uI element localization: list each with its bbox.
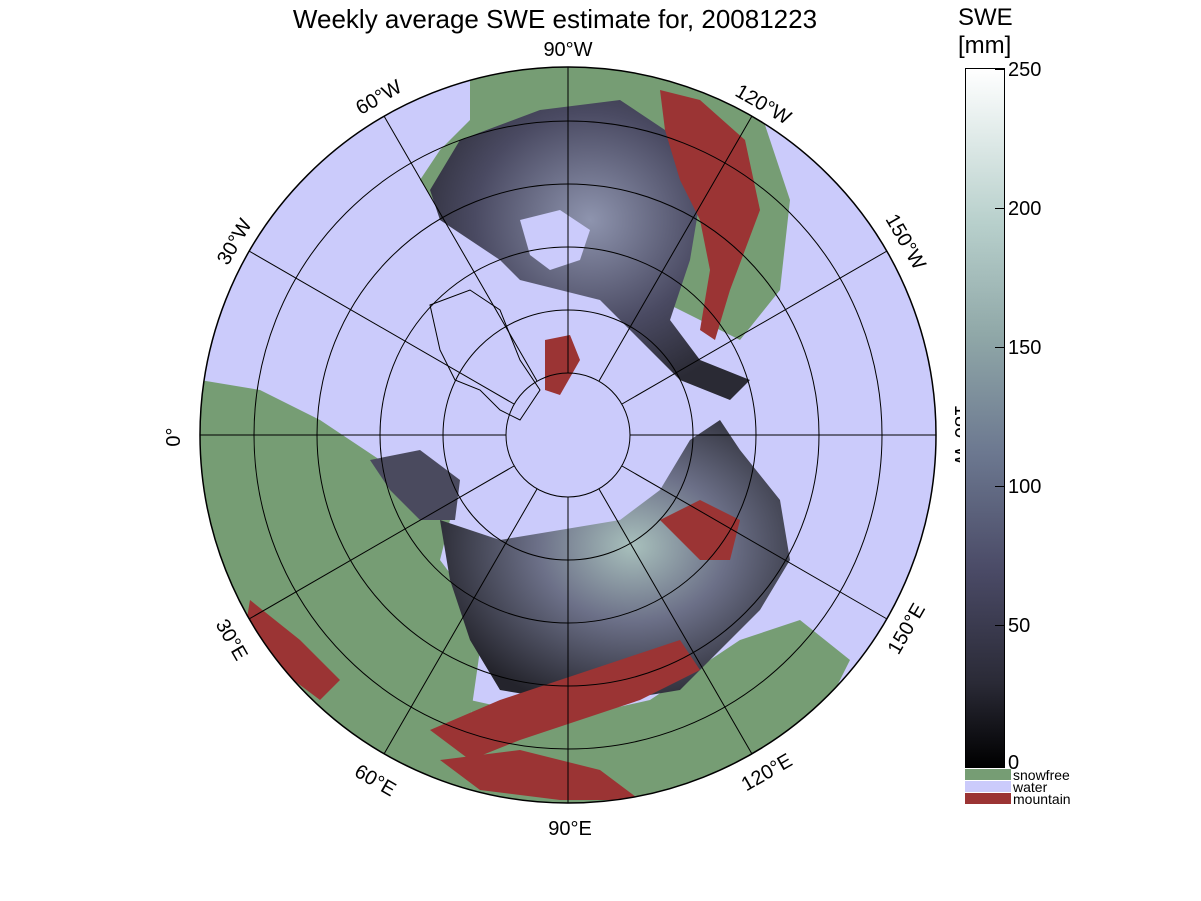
colorbar-tick-150: 150 — [1008, 337, 1042, 359]
ellesmere-mountain — [545, 335, 580, 395]
colorbar-tickmark — [995, 69, 1005, 70]
colorbar-title: SWE [mm] — [958, 4, 1013, 60]
map-boundary — [199, 66, 937, 804]
chart-title: Weekly average SWE estimate for, 2008122… — [292, 4, 818, 34]
legend-label-mountain: mountain — [1013, 791, 1071, 807]
colorbar-label-unit: [mm] — [958, 32, 1012, 59]
scandinavia-snow — [370, 450, 460, 520]
eurasia-snow — [440, 420, 790, 700]
label-90w: 90°W — [543, 39, 592, 61]
legend-swatch-mountain — [965, 793, 1011, 804]
colorbar-tickmark — [995, 347, 1005, 348]
label-180w: 180°W — [950, 405, 960, 465]
himalaya-mountain — [440, 750, 640, 800]
central-asia-mountain — [430, 640, 700, 760]
legend-swatch-water — [965, 781, 1011, 792]
polar-swe-map: 90°W 120°W 150°W 180°W 150°E 120°E 90°E … — [163, 39, 960, 840]
colorbar-tickmark — [995, 486, 1005, 487]
legend-label-water: water — [1013, 779, 1048, 795]
label-0: 0° — [163, 427, 185, 446]
colorbar-label-swe: SWE — [958, 4, 1013, 31]
colorbar-tick-0: 0 — [1008, 752, 1020, 774]
rockies-mountain — [660, 90, 760, 340]
colorbar-tick-250: 250 — [1008, 59, 1042, 81]
colorbar-tick-200: 200 — [1008, 198, 1042, 220]
colorbar-tick-50: 50 — [1008, 615, 1031, 637]
meridians — [200, 67, 936, 803]
colorbar-tickmark — [995, 208, 1005, 209]
label-30e: 30°E — [211, 616, 252, 665]
north-america-snow — [430, 100, 750, 400]
colorbar-tick-100: 100 — [1008, 476, 1042, 498]
legend-swatch-snowfree — [965, 769, 1011, 780]
europe-mountain — [245, 600, 340, 700]
greenland — [429, 289, 541, 421]
legend-label-snowfree: snowfree — [1013, 767, 1070, 783]
label-60e: 60°E — [351, 760, 400, 801]
label-90e: 90°E — [548, 818, 592, 840]
colorbar — [965, 68, 1005, 768]
colorbar-tickmark — [995, 625, 1005, 626]
hudson-bay — [520, 210, 590, 270]
